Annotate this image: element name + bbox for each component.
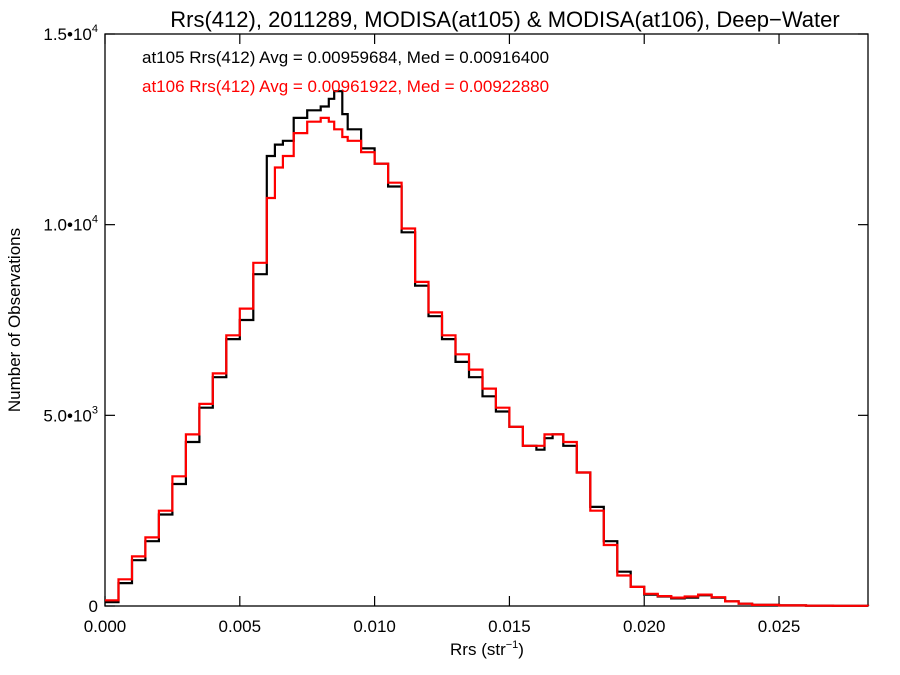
series-at106-line <box>105 116 870 607</box>
y-tick-label: 5.0•103 <box>43 404 98 425</box>
y-tick-mantissa: 5.0•10 <box>43 406 92 425</box>
y-tick-label: 1.0•104 <box>43 214 98 235</box>
y-tick-exponent: 4 <box>92 23 98 35</box>
x-tick-label: 0.010 <box>353 617 396 636</box>
x-tick-label: 0.005 <box>219 617 262 636</box>
series-layer <box>105 90 870 607</box>
x-axis-label-text: Rrs (str <box>450 640 506 659</box>
y-tick-exponent: 4 <box>92 214 98 226</box>
y-tick-mantissa: 1.5•10 <box>43 25 92 44</box>
x-tick-label: 0.020 <box>623 617 666 636</box>
y-axis-label: Number of Observations <box>5 228 24 412</box>
x-axis-label: Rrs (str−1) <box>450 639 524 659</box>
plot-frame <box>104 33 869 607</box>
y-tick-mantissa: 0 <box>89 597 98 616</box>
x-axis: 0.000 0.005 0.010 0.015 0.020 0.025 <box>84 34 801 636</box>
y-tick-label: 0 <box>89 597 98 616</box>
legend-entry-at106: at106 Rrs(412) Avg = 0.00961922, Med = 0… <box>142 77 549 96</box>
legend-entry-at105: at105 Rrs(412) Avg = 0.00959684, Med = 0… <box>142 48 549 67</box>
y-tick-label: 1.5•104 <box>43 23 98 44</box>
chart-title: Rrs(412), 2011289, MODISA(at105) & MODIS… <box>170 7 839 32</box>
x-axis-label-close: ) <box>518 640 524 659</box>
x-tick-label: 0.000 <box>84 617 127 636</box>
y-tick-mantissa: 1.0•10 <box>43 216 92 235</box>
y-tick-exponent: 3 <box>92 404 98 416</box>
series-at105-line <box>105 90 870 607</box>
x-axis-label-exponent: −1 <box>506 639 519 651</box>
x-tick-label: 0.025 <box>758 617 801 636</box>
x-tick-label: 0.015 <box>488 617 531 636</box>
